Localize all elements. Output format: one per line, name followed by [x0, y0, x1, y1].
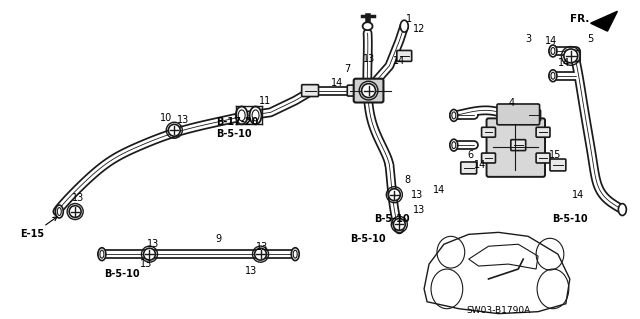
Text: 14: 14: [393, 56, 405, 66]
Text: 10: 10: [160, 113, 172, 123]
Circle shape: [564, 49, 578, 63]
Text: 13: 13: [257, 242, 269, 252]
FancyBboxPatch shape: [536, 153, 550, 163]
Text: 13: 13: [244, 266, 257, 276]
Text: 14: 14: [433, 185, 445, 195]
Circle shape: [388, 189, 400, 201]
Text: 14: 14: [331, 78, 343, 88]
Text: 13: 13: [72, 193, 84, 203]
Ellipse shape: [98, 248, 106, 261]
Ellipse shape: [363, 22, 372, 30]
Ellipse shape: [400, 20, 408, 32]
Circle shape: [362, 84, 376, 98]
FancyBboxPatch shape: [497, 104, 540, 125]
Text: 11: 11: [259, 95, 271, 106]
Text: 8: 8: [404, 175, 410, 185]
Text: FR.: FR.: [570, 14, 589, 24]
Text: 6: 6: [468, 150, 474, 160]
FancyBboxPatch shape: [536, 127, 550, 137]
Text: 13: 13: [147, 239, 159, 249]
FancyBboxPatch shape: [397, 50, 412, 61]
Text: 15: 15: [548, 150, 561, 160]
Text: 3: 3: [525, 34, 531, 44]
FancyBboxPatch shape: [481, 127, 495, 137]
Ellipse shape: [549, 70, 557, 82]
Text: 13: 13: [140, 259, 153, 269]
Circle shape: [69, 205, 81, 218]
FancyBboxPatch shape: [550, 159, 566, 171]
Text: 13: 13: [177, 115, 189, 125]
Text: B-5-10: B-5-10: [216, 129, 252, 139]
Text: 13: 13: [411, 190, 423, 200]
Text: 4: 4: [508, 99, 515, 108]
Text: 14: 14: [572, 190, 584, 200]
Polygon shape: [591, 11, 618, 31]
Text: 7: 7: [344, 64, 351, 74]
Text: B-5-10: B-5-10: [374, 214, 410, 225]
FancyBboxPatch shape: [354, 79, 383, 102]
FancyBboxPatch shape: [511, 140, 525, 151]
FancyBboxPatch shape: [303, 85, 317, 96]
Ellipse shape: [250, 107, 262, 124]
Text: 14: 14: [557, 58, 570, 68]
Text: B-17-20: B-17-20: [216, 117, 259, 127]
Circle shape: [394, 219, 405, 230]
Text: 12: 12: [413, 24, 426, 34]
FancyBboxPatch shape: [461, 162, 477, 174]
Ellipse shape: [618, 204, 627, 216]
FancyBboxPatch shape: [348, 85, 362, 96]
Circle shape: [143, 248, 156, 260]
Ellipse shape: [450, 139, 458, 151]
Circle shape: [255, 248, 266, 260]
Text: 1: 1: [406, 14, 412, 24]
Text: B-5-10: B-5-10: [349, 234, 385, 244]
FancyBboxPatch shape: [301, 85, 319, 97]
Text: 13: 13: [364, 54, 376, 64]
Text: E-15: E-15: [20, 217, 57, 239]
Text: B-5-10: B-5-10: [552, 214, 588, 225]
FancyBboxPatch shape: [481, 153, 495, 163]
Ellipse shape: [236, 107, 248, 124]
FancyBboxPatch shape: [565, 50, 580, 61]
Text: 9: 9: [216, 234, 222, 244]
Text: 14: 14: [474, 160, 486, 170]
Circle shape: [168, 124, 180, 136]
Ellipse shape: [55, 205, 63, 218]
Text: 13: 13: [413, 204, 425, 215]
FancyBboxPatch shape: [525, 110, 541, 121]
Text: B-5-10: B-5-10: [104, 269, 140, 279]
Ellipse shape: [549, 45, 557, 57]
Ellipse shape: [291, 248, 299, 261]
Text: 5: 5: [588, 34, 594, 44]
Text: SW03-B1790A: SW03-B1790A: [467, 306, 531, 315]
Ellipse shape: [450, 109, 458, 121]
FancyBboxPatch shape: [486, 118, 545, 177]
Text: 14: 14: [545, 36, 557, 46]
